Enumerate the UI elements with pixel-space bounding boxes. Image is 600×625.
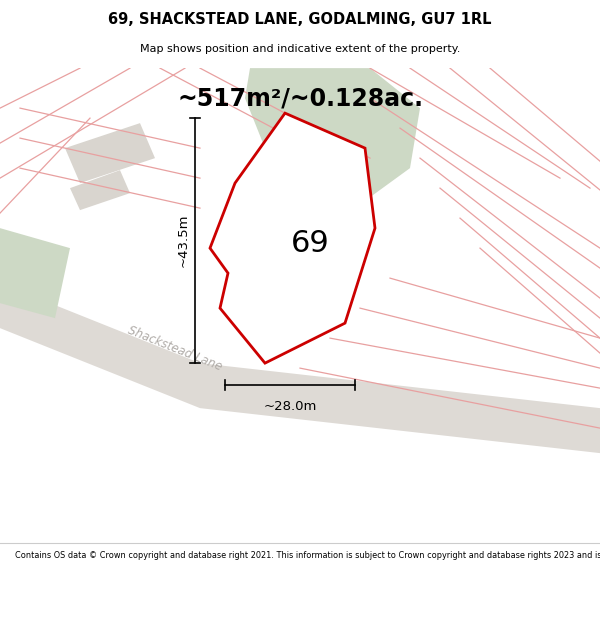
Text: ~28.0m: ~28.0m <box>263 400 317 413</box>
Text: Contains OS data © Crown copyright and database right 2021. This information is : Contains OS data © Crown copyright and d… <box>15 551 600 560</box>
Polygon shape <box>70 170 130 210</box>
Text: 69, SHACKSTEAD LANE, GODALMING, GU7 1RL: 69, SHACKSTEAD LANE, GODALMING, GU7 1RL <box>108 12 492 27</box>
Polygon shape <box>0 228 70 318</box>
Text: 69: 69 <box>290 229 329 258</box>
Polygon shape <box>0 283 600 453</box>
Text: Map shows position and indicative extent of the property.: Map shows position and indicative extent… <box>140 44 460 54</box>
Polygon shape <box>245 68 420 208</box>
Text: ~43.5m: ~43.5m <box>176 214 190 268</box>
Polygon shape <box>65 123 155 183</box>
Text: ~517m²/~0.128ac.: ~517m²/~0.128ac. <box>177 86 423 110</box>
Polygon shape <box>210 113 375 363</box>
Text: Shackstead Lane: Shackstead Lane <box>126 323 224 373</box>
